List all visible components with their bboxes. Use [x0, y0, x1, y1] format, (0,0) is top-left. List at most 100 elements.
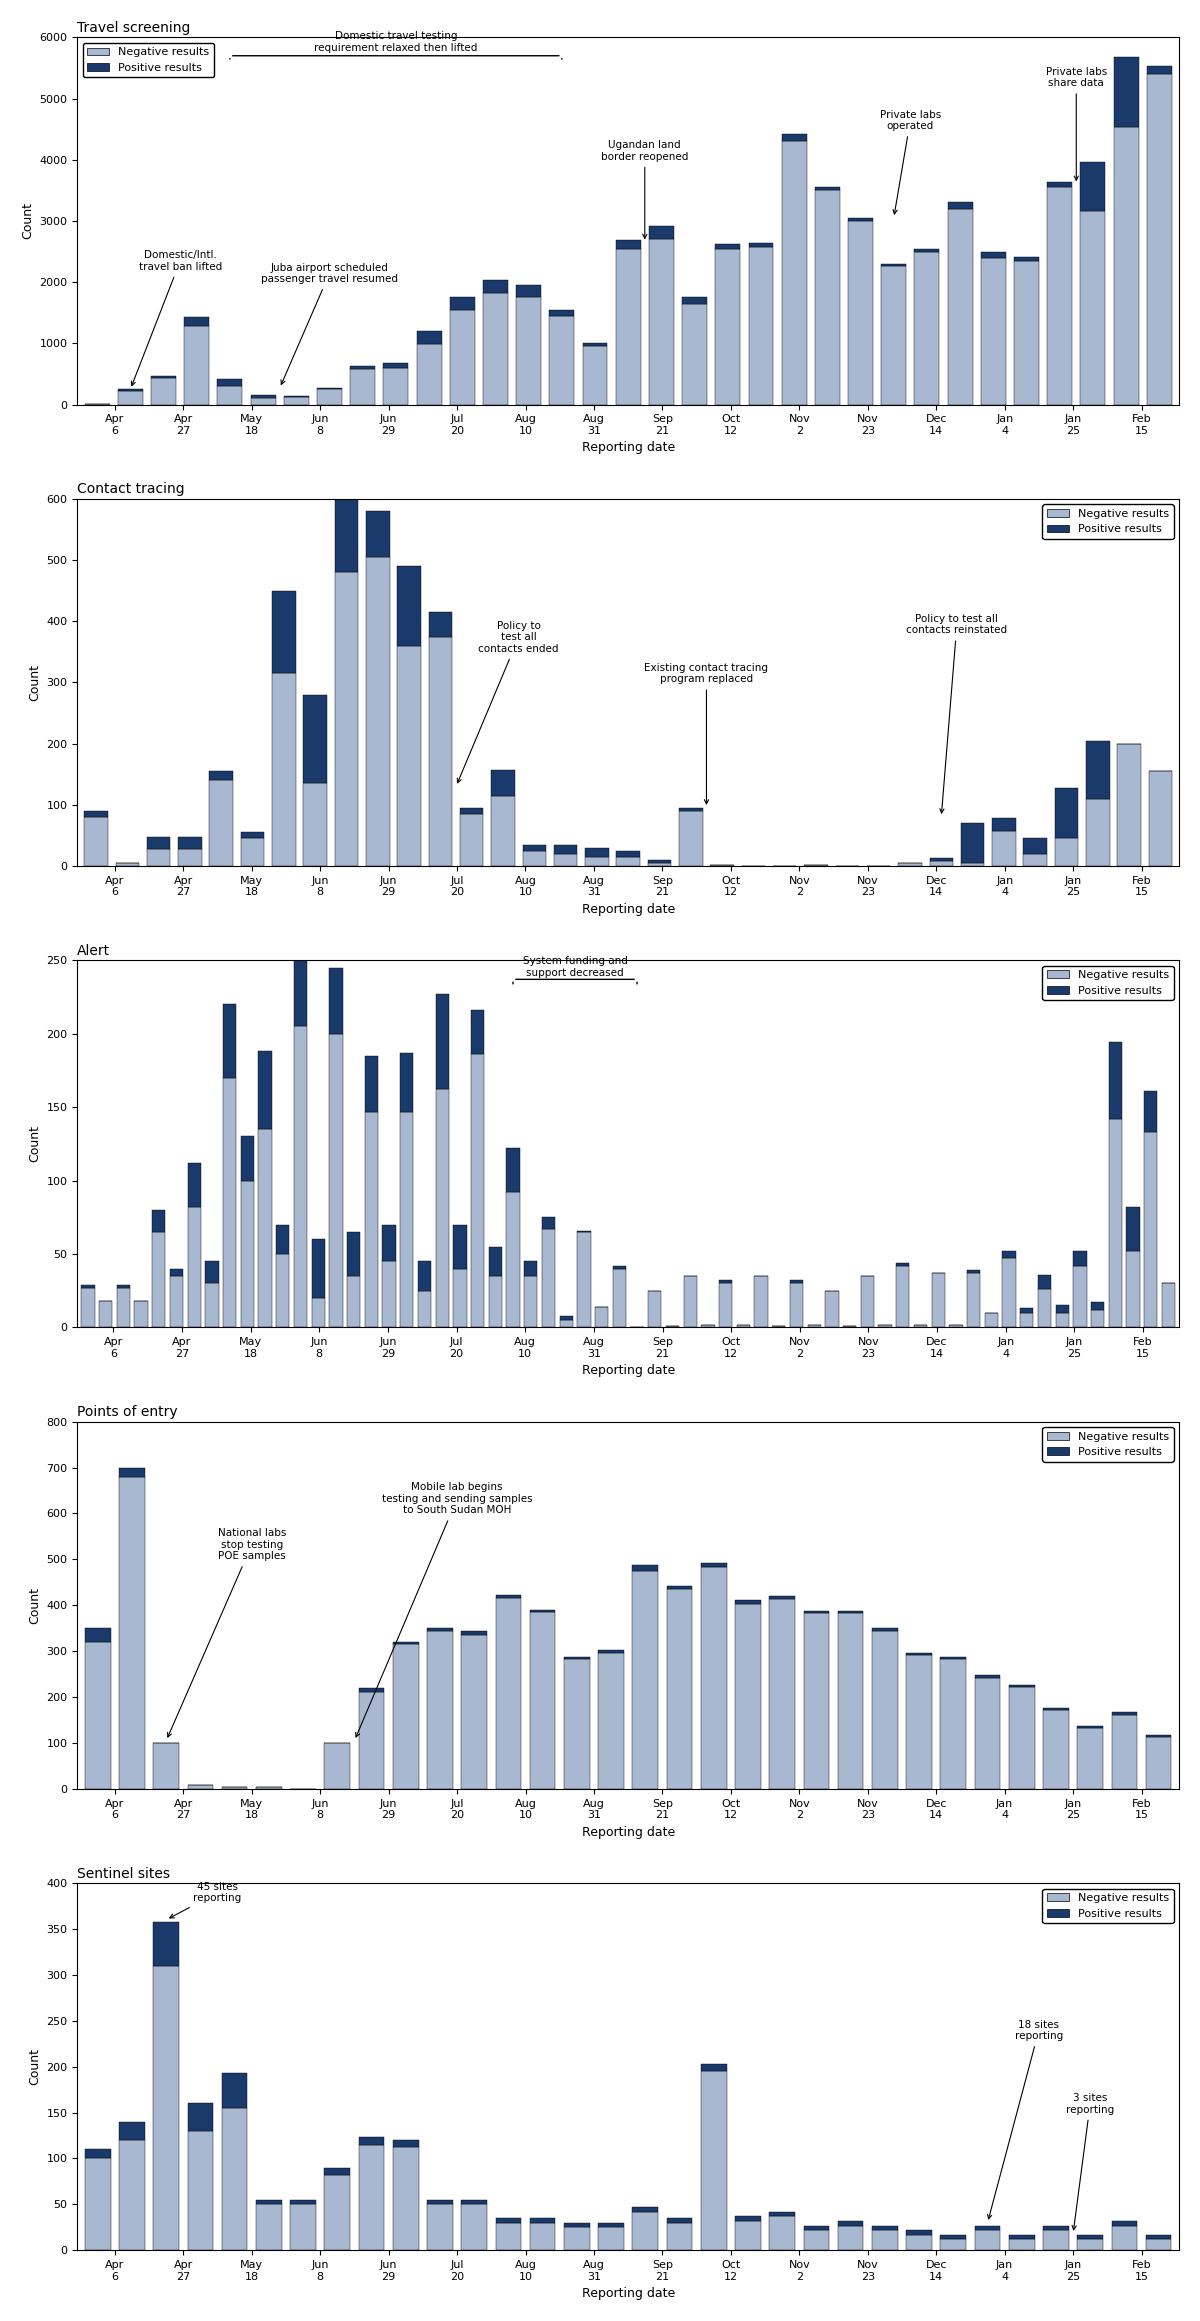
- Text: Alert: Alert: [77, 945, 110, 959]
- Bar: [470, 1054, 485, 1328]
- Bar: [906, 2235, 932, 2251]
- Bar: [187, 2103, 214, 2131]
- Legend: Negative results, Positive results: Negative results, Positive results: [1043, 1889, 1174, 1924]
- Text: Travel screening: Travel screening: [77, 21, 191, 35]
- Bar: [461, 2205, 487, 2251]
- Bar: [941, 1660, 966, 1789]
- Bar: [294, 931, 307, 1026]
- Bar: [564, 1660, 589, 1789]
- Bar: [241, 1137, 254, 1181]
- Bar: [152, 1209, 166, 1232]
- Bar: [185, 327, 209, 404]
- Bar: [1111, 2226, 1138, 2251]
- Bar: [736, 2221, 761, 2251]
- Bar: [146, 849, 170, 866]
- Bar: [524, 1260, 538, 1277]
- Bar: [679, 808, 702, 810]
- Bar: [222, 2073, 247, 2107]
- Bar: [82, 1286, 95, 1288]
- Bar: [365, 1056, 378, 1112]
- Bar: [992, 831, 1015, 866]
- Bar: [667, 1585, 692, 1590]
- Bar: [335, 490, 358, 573]
- Bar: [454, 1225, 467, 1270]
- Bar: [679, 810, 702, 866]
- Bar: [312, 1239, 325, 1297]
- Bar: [682, 304, 707, 404]
- Bar: [1086, 740, 1110, 798]
- Bar: [755, 1277, 768, 1328]
- Bar: [154, 1922, 179, 1966]
- Bar: [941, 2240, 966, 2251]
- Bar: [116, 1288, 130, 1328]
- Bar: [649, 225, 674, 239]
- Bar: [980, 253, 1006, 258]
- Bar: [530, 2219, 556, 2224]
- Bar: [530, 2224, 556, 2251]
- Bar: [582, 346, 607, 404]
- Bar: [769, 1595, 796, 1599]
- Bar: [1043, 2226, 1069, 2230]
- Bar: [1086, 798, 1110, 866]
- Bar: [134, 1302, 148, 1328]
- Bar: [256, 2205, 282, 2251]
- Bar: [359, 1687, 384, 1692]
- Bar: [736, 1599, 761, 1604]
- Bar: [470, 1010, 485, 1054]
- Bar: [948, 202, 972, 209]
- Bar: [559, 1321, 572, 1328]
- Bar: [397, 566, 421, 645]
- Text: Mobile lab begins
testing and sending samples
to South Sudan MOH: Mobile lab begins testing and sending sa…: [355, 1483, 533, 1736]
- Bar: [210, 780, 233, 866]
- Bar: [454, 1270, 467, 1328]
- Bar: [1091, 1309, 1104, 1328]
- Bar: [1043, 1711, 1069, 1789]
- Bar: [648, 863, 671, 866]
- Bar: [365, 1112, 378, 1328]
- Bar: [284, 397, 308, 404]
- Legend: Negative results, Positive results: Negative results, Positive results: [1043, 1427, 1174, 1462]
- Bar: [941, 2235, 966, 2240]
- Bar: [119, 2121, 145, 2140]
- Bar: [85, 2149, 110, 2159]
- Y-axis label: Count: Count: [28, 1588, 41, 1625]
- Bar: [418, 1260, 431, 1290]
- Bar: [312, 1297, 325, 1328]
- Bar: [350, 369, 376, 404]
- X-axis label: Reporting date: Reporting date: [582, 903, 674, 917]
- Bar: [599, 2228, 624, 2251]
- Bar: [1020, 1314, 1033, 1328]
- Bar: [586, 856, 608, 866]
- Bar: [436, 1089, 449, 1328]
- Bar: [258, 1128, 271, 1328]
- Bar: [427, 2200, 452, 2205]
- Bar: [85, 2159, 110, 2251]
- Text: Domestic travel testing
requirement relaxed then lifted: Domestic travel testing requirement rela…: [314, 30, 478, 53]
- Bar: [217, 385, 242, 404]
- Bar: [84, 817, 108, 866]
- Bar: [496, 2219, 521, 2224]
- Bar: [599, 1650, 624, 1653]
- Bar: [872, 1632, 898, 1789]
- Bar: [949, 1325, 962, 1328]
- Bar: [1009, 2235, 1034, 2240]
- Bar: [701, 1567, 726, 1789]
- X-axis label: Reporting date: Reporting date: [582, 441, 674, 455]
- Bar: [178, 836, 202, 849]
- Bar: [154, 1966, 179, 2251]
- Bar: [251, 395, 276, 399]
- Bar: [516, 285, 541, 297]
- Bar: [272, 590, 295, 673]
- Bar: [838, 1613, 864, 1789]
- Bar: [749, 244, 774, 246]
- Bar: [151, 376, 176, 378]
- Bar: [848, 218, 872, 220]
- Bar: [347, 1277, 360, 1328]
- Bar: [808, 1325, 821, 1328]
- Text: 45 sites
reporting: 45 sites reporting: [169, 1882, 241, 1917]
- Bar: [790, 1281, 803, 1284]
- Bar: [461, 1632, 487, 1634]
- Bar: [781, 142, 806, 404]
- Text: Policy to
test all
contacts ended: Policy to test all contacts ended: [457, 620, 559, 782]
- Bar: [554, 845, 577, 854]
